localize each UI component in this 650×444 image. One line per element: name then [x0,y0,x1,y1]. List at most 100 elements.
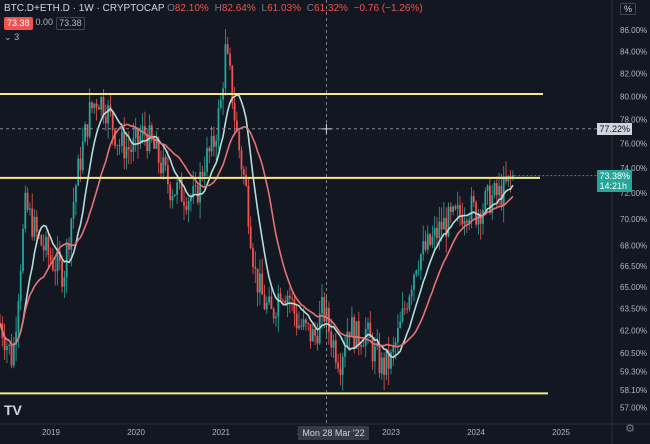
candle [231,65,234,104]
candle [155,139,158,149]
candle [261,273,264,295]
candle [420,254,422,271]
candle [6,346,8,351]
sell-button[interactable]: 73.38 [4,17,33,30]
candle [134,128,137,138]
candle [238,131,241,151]
y-tick-label: 66.50% [620,262,647,271]
candle [500,185,503,207]
candle [125,147,128,159]
y-tick-label: 70.00% [620,215,647,224]
candle [10,344,13,366]
candle [295,313,298,329]
candle [242,169,245,175]
candle [91,102,93,109]
scale-unit-button[interactable]: % [619,3,636,15]
candle [72,202,75,219]
candle [344,346,346,357]
candle [447,206,450,237]
candle [321,297,323,314]
candle [190,197,192,202]
candle [210,136,213,152]
candle [42,245,45,251]
y-tick-label: 82.00% [620,70,647,79]
last-price-tag: 73.38% 14:21h [597,169,632,192]
candle [263,294,266,310]
candle [452,206,454,212]
candle [270,296,273,309]
candle [408,296,411,310]
candle [426,234,429,250]
candle [75,185,77,203]
candle [332,340,335,348]
candle [176,182,178,195]
y-tick-label: 58.10% [620,386,647,395]
chart-legend: BTC.D+ETH.D · 1W · CRYPTOCAP O82.10% H82… [4,3,426,14]
candle [245,174,247,186]
candle [116,144,119,146]
candle [196,185,199,203]
candle [355,321,358,349]
candle [495,183,498,196]
candle [512,175,514,179]
buy-button[interactable]: 73.38 [56,17,85,30]
y-tick-label: 76.00% [620,139,647,148]
candle [187,201,190,211]
candle [104,116,107,124]
candle [17,301,20,332]
candle [137,128,139,143]
candle [463,220,466,225]
candle [440,221,443,230]
candle [100,97,103,110]
candle [79,158,82,171]
candle [360,345,362,347]
fast-moving-average [0,94,514,359]
candle [215,140,218,147]
candle [153,139,155,149]
candle [498,185,500,196]
open-value: 82.10% [174,3,209,14]
candle [164,157,167,166]
candle [180,178,183,202]
candle [311,329,314,342]
crosshair-cursor [321,123,332,134]
candle [12,344,15,366]
candle [279,293,282,301]
y-tick-label: 80.00% [620,92,647,101]
candle [502,176,505,207]
candle [22,228,24,272]
candle [484,191,487,210]
candle [272,308,275,319]
candle [422,241,425,255]
x-tick-label: 2023 [382,428,400,437]
candle [169,184,172,201]
candle [401,308,404,322]
last-price-time: 14:21h [599,180,627,191]
candle [383,357,385,375]
candle [406,308,408,310]
candle [123,131,126,159]
indicator-toggle[interactable]: ⌄ 3 [4,32,19,43]
high-label: H [214,3,222,14]
x-tick-label: 2021 [212,428,230,437]
candle [424,241,427,250]
gear-icon[interactable]: ⚙ [625,423,635,435]
candle [489,185,491,213]
symbol-title[interactable]: BTC.D+ETH.D · 1W · CRYPTOCAP [4,3,165,14]
candle [167,165,169,185]
candle [254,266,257,269]
candle [68,243,70,250]
candle [26,192,29,210]
high-value: 82.64% [221,3,256,14]
candle [127,147,130,150]
x-tick-label: 2025 [552,428,570,437]
candle [413,274,415,290]
candle [357,321,360,346]
candle [217,107,220,141]
candle [33,216,36,237]
candle [130,149,132,152]
candle [429,234,431,245]
last-price-value: 73.38% [599,170,630,181]
candle [307,323,310,325]
